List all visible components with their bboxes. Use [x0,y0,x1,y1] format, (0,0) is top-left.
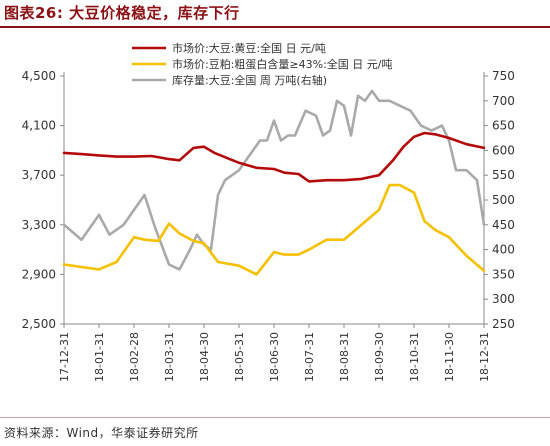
left-tick-label: 3,700 [22,168,56,182]
x-tick-label: 18-08-31 [338,332,351,382]
right-tick-label: 450 [492,218,515,232]
x-tick-label: 18-09-30 [373,332,386,382]
left-tick-label: 4,500 [22,69,56,83]
right-tick-label: 700 [492,94,515,108]
right-tick-label: 500 [492,193,515,207]
x-tick-label: 17-12-31 [58,332,71,382]
x-tick-label: 18-01-31 [93,332,106,382]
footer-rule [0,417,550,418]
series-lines [62,89,486,276]
left-tick-label: 2,500 [22,317,56,331]
chart-title: 图表26: 大豆价格稳定，库存下行 [4,4,240,22]
x-tick-label: 18-03-31 [163,332,176,382]
series-line-2 [62,89,486,271]
x-tick-label: 18-05-31 [233,332,246,382]
x-tick-label: 18-07-31 [303,332,316,382]
right-tick-label: 600 [492,143,515,157]
left-tick-label: 4,100 [22,119,56,133]
right-tick-label: 550 [492,168,515,182]
legend-label-0: 市场价:大豆:黄豆:全国 日 元/吨 [172,41,326,55]
left-tick-label: 3,300 [22,218,56,232]
right-tick-label: 750 [492,69,515,83]
right-tick-label: 350 [492,267,515,281]
right-tick-label: 300 [492,292,515,306]
right-tick-label: 250 [492,317,515,331]
x-tick-label: 18-10-31 [408,332,421,382]
x-tick-label: 18-11-30 [443,332,456,382]
series-line-0 [62,131,486,183]
legend-label-1: 市场价:豆粕:粗蛋白含量≥43%:全国 日 元/吨 [172,57,392,71]
axes: 2,500 2,900 3,300 3,700 4,100 4,500 250 300 350 4… [22,69,515,382]
legend-label-2: 库存量:大豆:全国 周 万吨(右轴) [172,73,327,87]
title-rule [0,26,550,28]
series-line-1 [62,183,486,276]
right-tick-label: 400 [492,243,515,257]
x-tick-label: 18-02-28 [128,332,141,382]
source-note: 资料来源：Wind，华泰证券研究所 [4,426,199,440]
x-tick-label: 18-04-30 [198,332,211,382]
left-tick-label: 2,900 [22,267,56,281]
x-tick-label: 18-06-30 [268,332,281,382]
x-tick-label: 18-12-31 [478,332,491,382]
right-tick-label: 650 [492,119,515,133]
